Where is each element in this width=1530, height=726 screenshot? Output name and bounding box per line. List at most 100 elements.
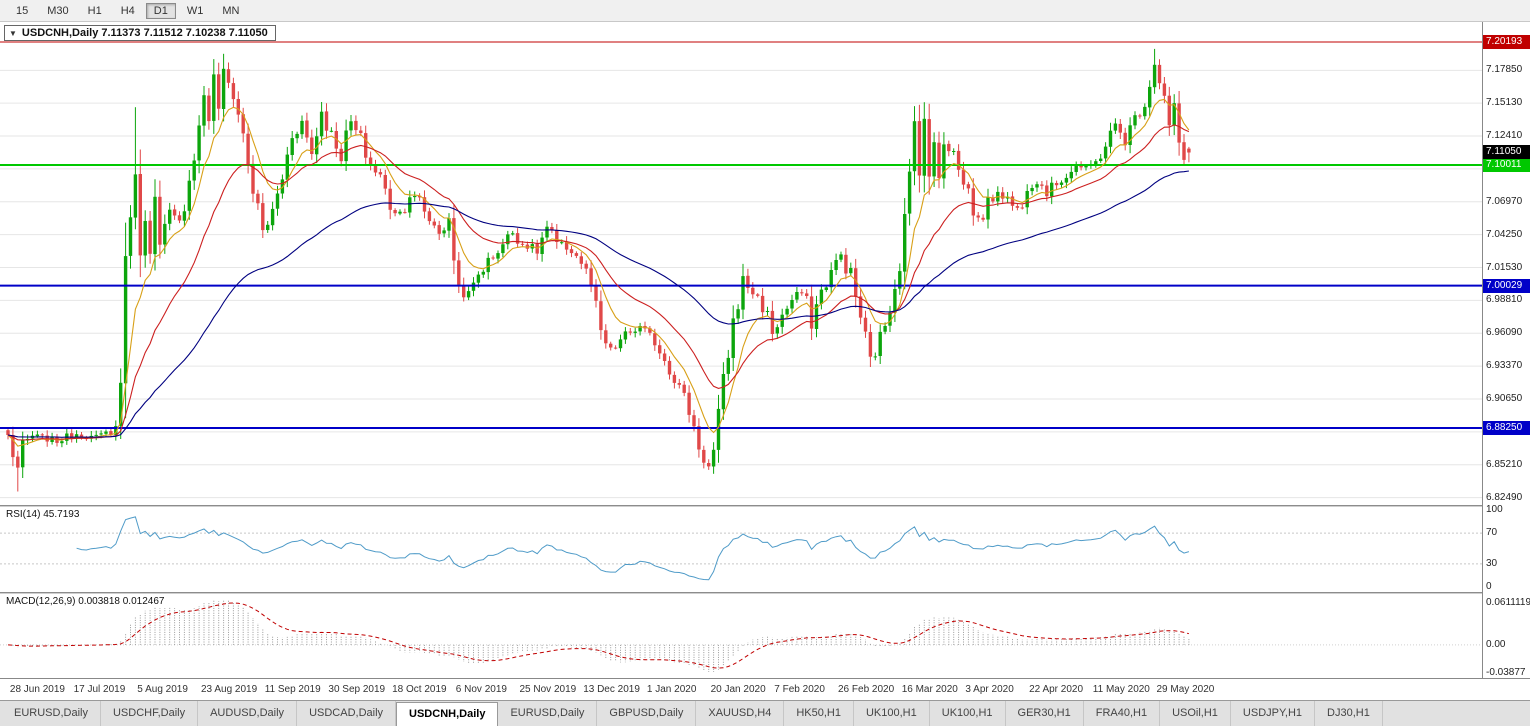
date-label-20-jan-2020: 20 Jan 2020 [710, 684, 766, 695]
chart-tab-usdjpy-h1[interactable]: USDJPY,H1 [1231, 701, 1316, 726]
candle-body [520, 243, 525, 245]
rsi-canvas[interactable] [0, 507, 1482, 592]
candle-body [780, 314, 784, 327]
candle-body [785, 308, 789, 315]
symbol-ohlc-text: USDCNH,Daily 7.11373 7.11512 7.10238 7.1… [21, 27, 268, 39]
chart-tab-usdcad-daily[interactable]: USDCAD,Daily [297, 701, 397, 726]
candle-body [917, 121, 922, 176]
candle-body [790, 300, 794, 309]
candle-body [731, 318, 735, 358]
candle-body [462, 285, 466, 298]
macd-canvas[interactable] [0, 594, 1482, 678]
date-label-11-sep-2019: 11 Sep 2019 [264, 684, 321, 695]
candle-body [143, 221, 147, 256]
candle-body [192, 160, 196, 181]
macd-tick-bottom: -0.03877 [1486, 667, 1526, 678]
candle-body [1054, 183, 1059, 186]
chart-tab-usdchf-daily[interactable]: USDCHF,Daily [101, 701, 199, 726]
date-label-23-aug-2019: 23 Aug 2019 [201, 684, 258, 695]
macd-label: MACD(12,26,9) 0.003818 0.012467 [6, 596, 165, 607]
candle-body [1182, 142, 1186, 160]
candle-body [883, 326, 887, 332]
candle-body [310, 137, 314, 154]
candle-body [422, 197, 427, 212]
candle-body [202, 95, 206, 126]
candle-body [168, 209, 172, 224]
candle-body [814, 304, 819, 329]
chart-tab-xauusd-h4[interactable]: XAUUSD,H4 [696, 701, 785, 726]
candle-body [40, 434, 44, 436]
candle-body [741, 276, 745, 310]
timeframe-button-d1[interactable]: D1 [145, 2, 176, 19]
candle-body [246, 133, 250, 164]
time-axis[interactable]: 28 Jun 2019 17 Jul 2019 5 Aug 2019 23 Aug 2… [0, 678, 1530, 700]
chart-tab-eurusd-daily[interactable]: EURUSD,Daily [498, 701, 598, 726]
price-chart-panel[interactable]: ▼ USDCNH,Daily 7.11373 7.11512 7.10238 7… [0, 22, 1482, 505]
candle-body [672, 374, 677, 383]
panel-separator[interactable] [0, 592, 1530, 594]
chart-tab-usdcnh-daily[interactable]: USDCNH,Daily [396, 702, 499, 726]
price-tick-6-82490: 6.82490 [1486, 491, 1523, 503]
macd-panel[interactable]: MACD(12,26,9) 0.003818 0.012467 [0, 594, 1482, 678]
chart-tab-uk100-h1[interactable]: UK100,H1 [854, 701, 930, 726]
candle-body [241, 114, 245, 134]
price-tick-6-85210: 6.85210 [1486, 458, 1523, 470]
candle-body [408, 197, 412, 213]
chart-tab-hk50-h1[interactable]: HK50,H1 [784, 701, 854, 726]
price-tick-7-06970: 7.06970 [1486, 195, 1523, 207]
chart-tab-bar: EURUSD,Daily USDCHF,Daily AUDUSD,Daily USDC… [0, 700, 1530, 726]
candle-body [373, 165, 378, 173]
timeframe-button-15[interactable]: 15 [16, 4, 29, 17]
timeframe-button-h4[interactable]: H4 [120, 4, 135, 17]
candle-body [1162, 83, 1167, 96]
symbol-info-box: ▼ USDCNH,Daily 7.11373 7.11512 7.10238 7… [4, 25, 276, 41]
candle-body [285, 154, 289, 180]
chart-tab-fra40-h1[interactable]: FRA40,H1 [1084, 701, 1161, 726]
candle-body [437, 225, 441, 234]
chart-tab-gbpusd-daily[interactable]: GBPUSD,Daily [597, 701, 697, 726]
candle-body [971, 188, 975, 216]
timeframe-button-h1[interactable]: H1 [87, 4, 102, 17]
candle-body [114, 426, 118, 435]
price-chart-canvas[interactable] [0, 22, 1482, 505]
candle-body [569, 249, 574, 254]
candle-body [751, 287, 755, 295]
candle-body [555, 230, 559, 242]
candle-body [1128, 125, 1132, 145]
candle-body [986, 197, 990, 220]
candle-body [653, 333, 657, 346]
candle-body [981, 217, 985, 220]
chart-tab-usoil-h1[interactable]: USOil,H1 [1160, 701, 1231, 726]
candle-body [560, 242, 564, 244]
candle-body [74, 434, 79, 439]
candle-body [315, 136, 319, 155]
chart-tab-ger30-h1[interactable]: GER30,H1 [1006, 701, 1084, 726]
date-label-30-sep-2019: 30 Sep 2019 [328, 684, 386, 695]
candle-body [94, 434, 98, 436]
chart-tab-dj30-h1[interactable]: DJ30,H1 [1315, 701, 1383, 726]
candle-body [515, 233, 520, 244]
timeframe-button-mn[interactable]: MN [222, 4, 240, 17]
candle-body [368, 157, 373, 166]
candle-body [687, 392, 691, 415]
chart-tab-eurusd-daily[interactable]: EURUSD,Daily [2, 701, 101, 726]
timeframe-button-m30[interactable]: M30 [47, 4, 69, 17]
candle-body [809, 296, 814, 329]
macd-histogram [12, 600, 1190, 672]
date-label-11-may-2020: 11 May 2020 [1092, 684, 1150, 695]
timeframe-button-w1[interactable]: W1 [186, 4, 204, 17]
candle-body [550, 227, 554, 231]
candle-body [677, 383, 681, 385]
price-tick-7-17850: 7.17850 [1486, 64, 1523, 76]
rsi-panel[interactable]: RSI(14) 45.7193 [0, 507, 1482, 592]
price-axis[interactable]: 7.178507.151307.124107.096907.069707.042… [1482, 22, 1530, 678]
candle-body [432, 221, 436, 226]
candles-layer [6, 48, 1191, 492]
panel-separator[interactable] [0, 505, 1530, 507]
candle-body [275, 193, 280, 209]
candle-body [452, 218, 456, 261]
collapse-arrow-icon[interactable]: ▼ [9, 28, 17, 38]
chart-tab-audusd-daily[interactable]: AUDUSD,Daily [198, 701, 298, 726]
chart-tab-uk100-h1[interactable]: UK100,H1 [930, 701, 1006, 726]
candle-body [633, 331, 637, 333]
